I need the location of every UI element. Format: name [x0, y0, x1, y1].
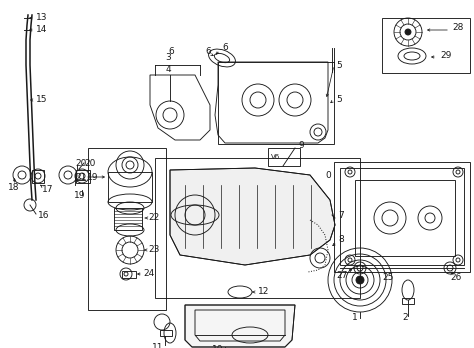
Text: 21: 21: [75, 173, 86, 182]
Text: 3: 3: [165, 54, 171, 63]
Text: 18: 18: [8, 183, 19, 192]
Text: 1: 1: [352, 314, 358, 323]
Polygon shape: [170, 168, 335, 265]
Text: 15: 15: [36, 95, 47, 104]
Text: 23: 23: [148, 245, 159, 254]
Text: 19: 19: [87, 174, 99, 182]
Text: 11: 11: [152, 343, 164, 348]
Circle shape: [405, 29, 411, 35]
Circle shape: [356, 276, 364, 284]
Text: 26: 26: [450, 274, 461, 283]
Bar: [218, 62, 334, 144]
Text: 24: 24: [143, 269, 154, 278]
Text: 6: 6: [222, 44, 228, 53]
Text: 29: 29: [440, 52, 451, 61]
Text: 6: 6: [205, 47, 211, 56]
Text: 2: 2: [402, 314, 408, 323]
Bar: [382, 18, 470, 73]
Polygon shape: [185, 305, 295, 347]
Bar: [268, 148, 300, 166]
Text: 14: 14: [36, 25, 47, 34]
Bar: [88, 148, 166, 310]
Text: 17: 17: [42, 185, 54, 195]
Text: 12: 12: [258, 287, 269, 296]
Text: 20: 20: [84, 158, 95, 167]
Text: 5: 5: [336, 95, 342, 104]
Bar: [155, 158, 360, 298]
Text: 6: 6: [168, 47, 174, 56]
Bar: [334, 162, 470, 272]
Text: 4: 4: [165, 65, 171, 74]
Text: 13: 13: [36, 14, 47, 23]
Text: 7: 7: [338, 211, 344, 220]
Text: 8: 8: [338, 236, 344, 245]
Text: 22: 22: [148, 214, 159, 222]
Text: 16: 16: [38, 211, 49, 220]
Text: 9: 9: [298, 141, 304, 150]
Text: 19: 19: [74, 190, 85, 199]
Text: 20: 20: [75, 158, 86, 167]
Text: 5: 5: [336, 61, 342, 70]
Text: 0: 0: [325, 171, 331, 180]
Text: 10: 10: [212, 346, 224, 348]
Text: 27: 27: [336, 270, 347, 279]
Bar: [108, 172, 152, 202]
Bar: [402, 298, 414, 304]
Bar: [160, 330, 172, 336]
Text: 25: 25: [383, 274, 394, 283]
Text: 28: 28: [452, 24, 464, 32]
Text: V6: V6: [271, 154, 280, 160]
Bar: [114, 208, 142, 230]
Bar: [355, 180, 455, 256]
